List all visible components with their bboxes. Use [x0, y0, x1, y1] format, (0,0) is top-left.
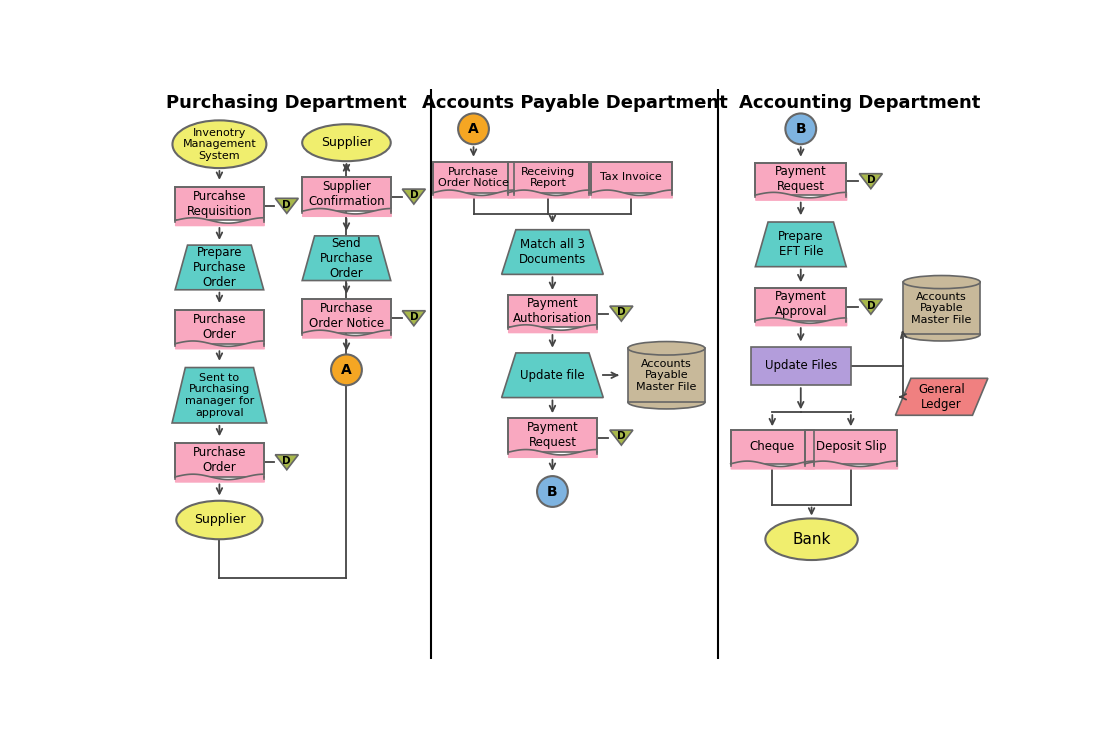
Text: Prepare
Purchase
Order: Prepare Purchase Order — [192, 246, 246, 289]
Text: Payment
Request: Payment Request — [526, 421, 579, 449]
FancyBboxPatch shape — [433, 162, 514, 192]
Text: Purchasing Department: Purchasing Department — [166, 94, 407, 112]
Text: General
Ledger: General Ledger — [918, 383, 965, 411]
FancyBboxPatch shape — [755, 163, 847, 195]
FancyBboxPatch shape — [303, 178, 391, 211]
Text: D: D — [617, 431, 626, 442]
Text: D: D — [410, 312, 418, 322]
Text: D: D — [867, 300, 875, 311]
Text: Accounting Department: Accounting Department — [739, 94, 981, 112]
Text: Supplier
Confirmation: Supplier Confirmation — [308, 181, 384, 208]
Text: D: D — [283, 200, 292, 209]
Polygon shape — [610, 430, 633, 445]
Ellipse shape — [628, 395, 705, 409]
Polygon shape — [896, 378, 987, 415]
Text: Purchase
Order: Purchase Order — [192, 446, 246, 474]
FancyBboxPatch shape — [804, 430, 897, 464]
Text: Payment
Authorisation: Payment Authorisation — [513, 297, 592, 326]
Text: Payment
Request: Payment Request — [775, 165, 827, 193]
Ellipse shape — [303, 124, 391, 161]
Text: Accounts
Payable
Master File: Accounts Payable Master File — [637, 359, 697, 392]
Polygon shape — [755, 222, 847, 266]
FancyBboxPatch shape — [591, 162, 671, 192]
Text: Match all 3
Documents: Match all 3 Documents — [518, 238, 586, 266]
Text: Payment
Approval: Payment Approval — [774, 290, 827, 318]
Circle shape — [458, 113, 489, 144]
Polygon shape — [859, 299, 882, 314]
Text: Accounts
Payable
Master File: Accounts Payable Master File — [911, 292, 972, 325]
Text: Supplier: Supplier — [321, 136, 372, 149]
FancyBboxPatch shape — [731, 430, 814, 464]
Text: Prepare
EFT File: Prepare EFT File — [779, 230, 823, 258]
Polygon shape — [859, 174, 882, 189]
Ellipse shape — [904, 275, 981, 289]
Polygon shape — [402, 311, 426, 326]
Ellipse shape — [904, 328, 981, 341]
Text: Send
Purchase
Order: Send Purchase Order — [319, 237, 373, 280]
Circle shape — [785, 113, 817, 144]
Text: Supplier: Supplier — [193, 514, 245, 526]
FancyBboxPatch shape — [508, 295, 596, 328]
Text: D: D — [867, 175, 875, 185]
Circle shape — [537, 476, 567, 507]
FancyBboxPatch shape — [175, 186, 264, 221]
Polygon shape — [275, 198, 298, 213]
Text: Cheque: Cheque — [750, 440, 795, 454]
Polygon shape — [502, 229, 603, 275]
FancyBboxPatch shape — [508, 162, 589, 192]
Ellipse shape — [176, 501, 262, 539]
Text: B: B — [547, 485, 557, 499]
Text: Update Files: Update Files — [764, 360, 837, 372]
FancyBboxPatch shape — [628, 349, 705, 403]
Text: Accounts Payable Department: Accounts Payable Department — [421, 94, 727, 112]
Text: D: D — [410, 190, 418, 201]
FancyBboxPatch shape — [751, 347, 851, 386]
Text: Tax Invoice: Tax Invoice — [601, 172, 662, 182]
Polygon shape — [303, 236, 391, 280]
Text: Update file: Update file — [521, 369, 585, 382]
Text: Purcahse
Requisition: Purcahse Requisition — [187, 189, 252, 218]
FancyBboxPatch shape — [904, 282, 981, 334]
Text: D: D — [283, 456, 292, 466]
Text: Deposit Slip: Deposit Slip — [815, 440, 886, 454]
Ellipse shape — [628, 342, 705, 355]
Text: Bank: Bank — [792, 532, 831, 547]
Polygon shape — [610, 306, 633, 321]
Text: B: B — [795, 122, 806, 136]
Text: D: D — [617, 308, 626, 317]
Polygon shape — [275, 455, 298, 470]
Text: Receiving
Report: Receiving Report — [522, 166, 575, 188]
Text: A: A — [341, 363, 352, 377]
Text: Invenotry
Management
System: Invenotry Management System — [182, 127, 256, 161]
Polygon shape — [502, 353, 603, 397]
Text: Purchase
Order Notice: Purchase Order Notice — [309, 302, 384, 330]
Polygon shape — [172, 368, 267, 423]
FancyBboxPatch shape — [303, 299, 391, 333]
Polygon shape — [175, 245, 264, 290]
FancyBboxPatch shape — [755, 288, 847, 320]
Polygon shape — [402, 189, 426, 204]
Text: A: A — [468, 122, 479, 136]
FancyBboxPatch shape — [175, 310, 264, 343]
Text: Sent to
Purchasing
manager for
approval: Sent to Purchasing manager for approval — [184, 373, 254, 417]
FancyBboxPatch shape — [508, 418, 596, 452]
Text: Purchase
Order Notice: Purchase Order Notice — [438, 166, 509, 188]
Text: Purchase
Order: Purchase Order — [192, 313, 246, 340]
Circle shape — [331, 354, 362, 386]
FancyBboxPatch shape — [175, 443, 264, 477]
Ellipse shape — [765, 519, 858, 560]
Ellipse shape — [172, 121, 266, 168]
